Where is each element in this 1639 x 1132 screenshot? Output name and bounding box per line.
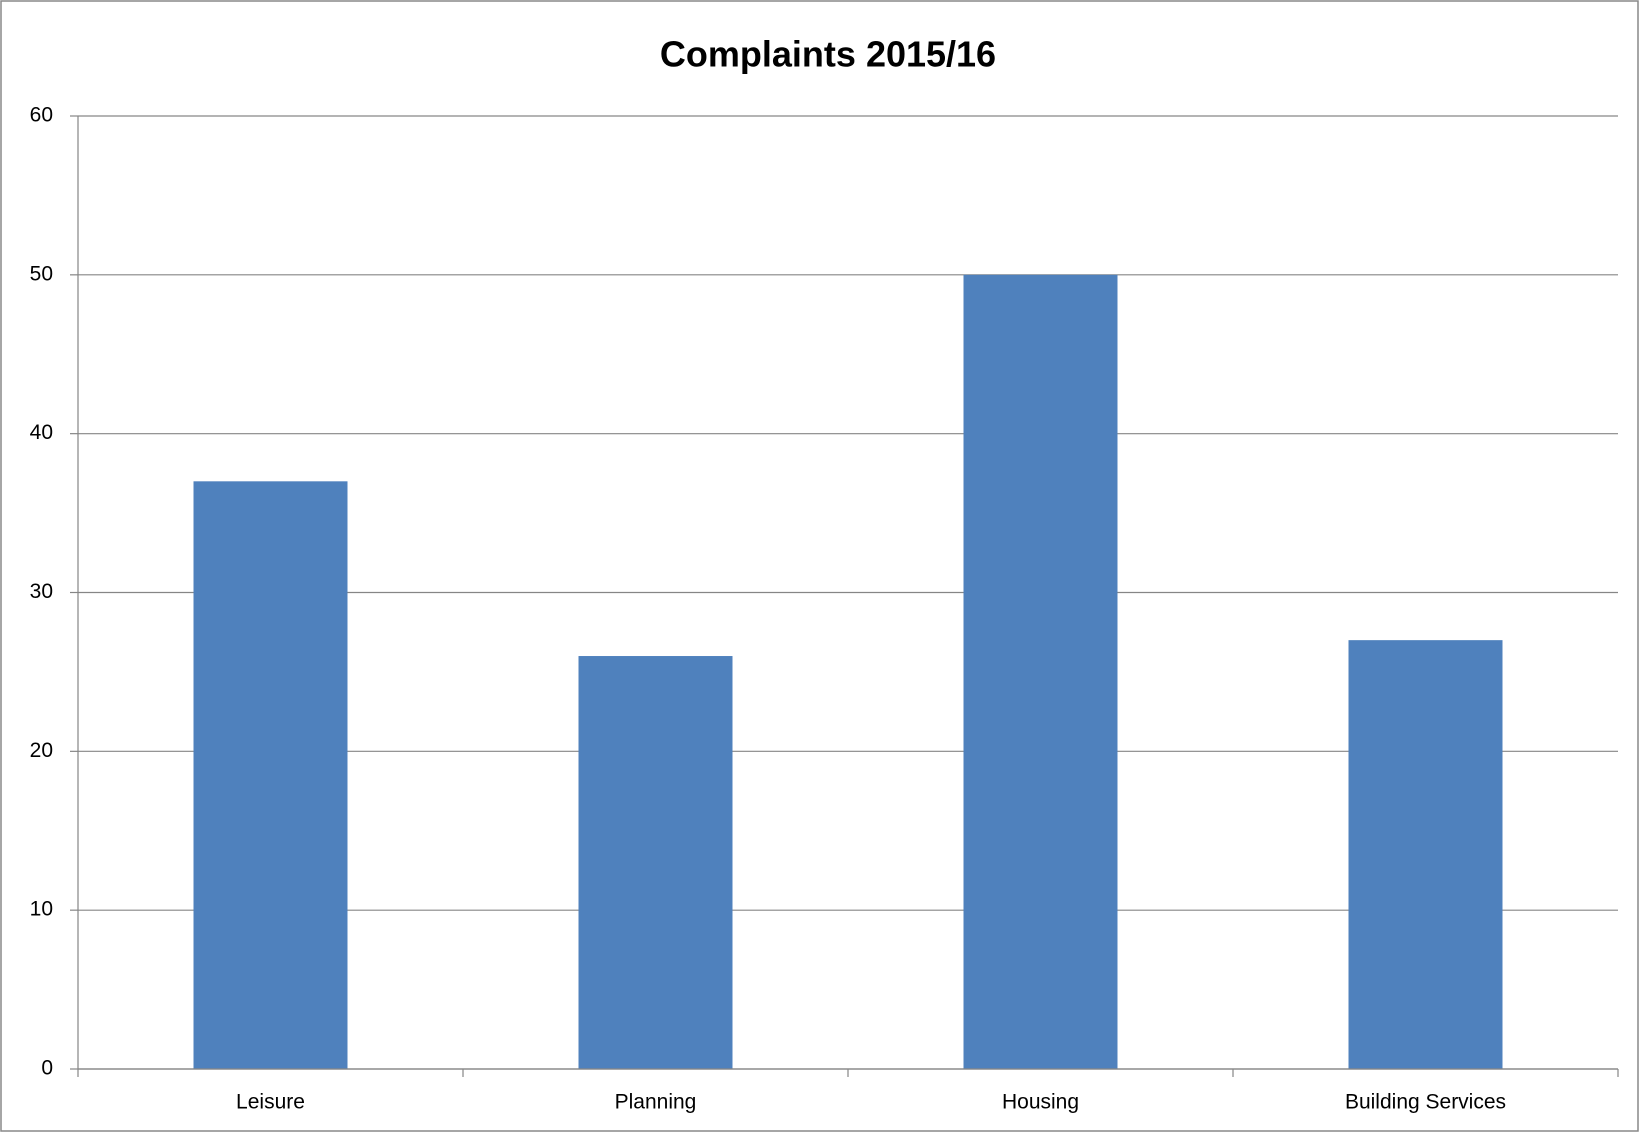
y-tick-label: 30 bbox=[30, 580, 53, 603]
chart-title: Complaints 2015/16 bbox=[660, 34, 996, 75]
y-tick-label: 0 bbox=[41, 1057, 53, 1080]
x-tick-label: Building Services bbox=[1345, 1091, 1506, 1114]
y-tick-label: 60 bbox=[30, 104, 53, 127]
y-tick-label: 40 bbox=[30, 421, 53, 444]
x-tick-label: Leisure bbox=[236, 1091, 305, 1114]
bar bbox=[1348, 640, 1503, 1069]
x-tick-label: Housing bbox=[1002, 1091, 1079, 1114]
x-tick-label: Planning bbox=[615, 1091, 697, 1114]
y-tick-label: 50 bbox=[30, 262, 53, 285]
bar bbox=[578, 656, 733, 1069]
y-tick-label: 20 bbox=[30, 739, 53, 762]
bar bbox=[963, 274, 1118, 1069]
y-tick-label: 10 bbox=[30, 898, 53, 921]
bar bbox=[193, 481, 348, 1070]
